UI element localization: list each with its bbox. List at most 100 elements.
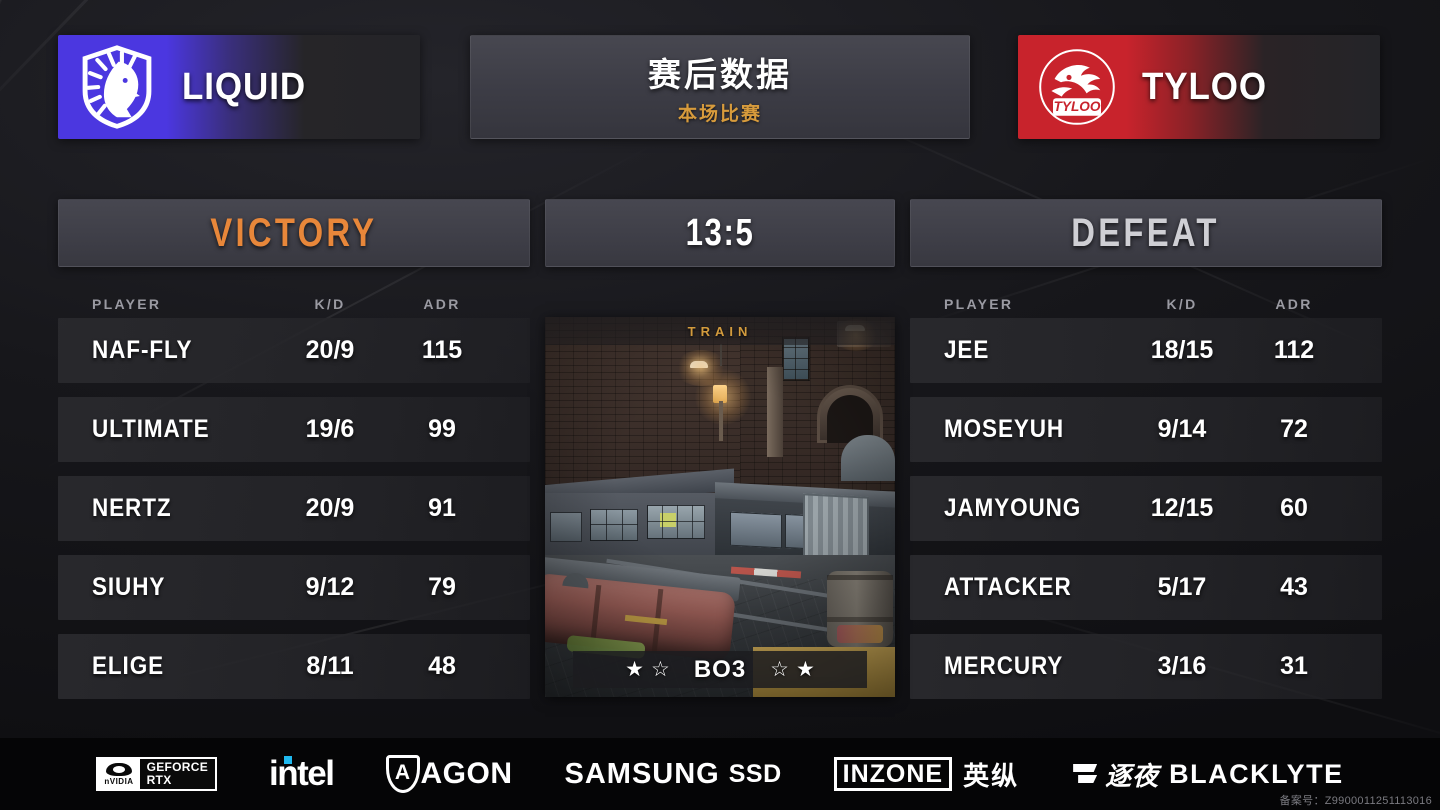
player-name: JEE	[944, 336, 990, 364]
sponsor-inzone: INZONE 英纵	[833, 756, 1020, 793]
map-preview-panel[interactable]: TRAIN ★ ☆ BO3 ☆ ★	[545, 317, 895, 697]
player-kd: 8/11	[306, 652, 354, 680]
score-panel: 13:5	[545, 199, 895, 267]
geforce-label: GEFORCE	[146, 760, 209, 775]
player-kd: 12/15	[1150, 494, 1214, 522]
column-header-adr: ADR	[1275, 296, 1313, 312]
samsung-ssd-label: SSD	[728, 759, 782, 788]
liquid-horse-shield-icon	[74, 44, 160, 130]
player-adr: 48	[428, 652, 456, 680]
column-header-player: PLAYER	[944, 296, 1014, 312]
table-row[interactable]: ATTACKER 5/17 43	[910, 555, 1382, 620]
map-artwork	[545, 317, 895, 697]
player-name: ULTIMATE	[92, 415, 210, 443]
agon-shield-icon	[385, 755, 420, 793]
star-filled-icon: ★	[796, 658, 815, 681]
sponsor-samsung: SAMSUNG SSD	[565, 758, 782, 791]
player-kd: 20/9	[305, 336, 355, 364]
player-name: MERCURY	[944, 652, 1064, 680]
map-name: TRAIN	[687, 323, 753, 339]
player-name: JAMYOUNG	[944, 494, 1082, 522]
player-kd: 3/16	[1157, 652, 1207, 680]
player-adr: 99	[428, 415, 456, 443]
player-kd: 19/6	[305, 415, 355, 443]
header-title-panel: 赛后数据 本场比赛	[470, 35, 970, 139]
table-row[interactable]: JEE 18/15 112	[910, 318, 1382, 383]
star-empty-icon: ☆	[770, 658, 789, 681]
match-score: 13:5	[685, 211, 755, 254]
map-name-label: TRAIN	[545, 317, 895, 345]
result-label-defeat: DEFEAT	[1071, 210, 1221, 255]
result-panel-left: VICTORY	[58, 199, 530, 267]
sponsor-bar: nVIDIA GEFORCE RTX intel AGON SAMSUNG SS…	[0, 738, 1440, 810]
player-name: ATTACKER	[944, 573, 1072, 601]
tyloo-dragon-icon: TYLOO	[1034, 44, 1120, 130]
player-kd: 9/12	[305, 573, 355, 601]
header-team-left: LIQUID	[58, 35, 420, 139]
table-row[interactable]: JAMYOUNG 12/15 60	[910, 476, 1382, 541]
player-name: NAF-FLY	[92, 336, 193, 364]
result-panel-right: DEFEAT	[910, 199, 1382, 267]
player-adr: 112	[1273, 336, 1315, 364]
player-name: SIUHY	[92, 573, 166, 601]
star-filled-icon: ★	[625, 658, 644, 681]
sponsor-nvidia: nVIDIA GEFORCE RTX	[96, 757, 218, 791]
player-kd: 20/9	[305, 494, 355, 522]
table-header-right: PLAYER K/D ADR	[910, 290, 1382, 318]
page-subtitle: 本场比赛	[677, 104, 762, 125]
player-adr: 79	[428, 573, 456, 601]
page-title: 赛后数据	[648, 56, 792, 93]
nvidia-eye-icon: nVIDIA	[98, 759, 140, 789]
intel-logo-icon: intel	[269, 754, 335, 794]
player-adr: 72	[1280, 415, 1308, 443]
player-name: MOSEYUH	[944, 415, 1065, 443]
table-row[interactable]: NERTZ 20/9 91	[58, 476, 530, 541]
team-name-right: TYLOO	[1142, 65, 1268, 108]
table-row[interactable]: ULTIMATE 19/6 99	[58, 397, 530, 462]
header-team-right: TYLOO TYLOO	[1018, 35, 1380, 139]
table-row[interactable]: MOSEYUH 9/14 72	[910, 397, 1382, 462]
player-adr: 115	[421, 336, 463, 364]
right-team-map-stars: ☆ ★	[770, 659, 815, 680]
column-header-kd: K/D	[314, 296, 346, 312]
column-header-kd: K/D	[1166, 296, 1198, 312]
blacklyte-wordmark: BLACKLYTE	[1169, 758, 1344, 789]
star-empty-icon: ☆	[650, 658, 670, 681]
svg-text:TYLOO: TYLOO	[1054, 99, 1101, 114]
player-name: ELIGE	[92, 652, 165, 680]
table-header-left: PLAYER K/D ADR	[58, 290, 530, 318]
table-row[interactable]: SIUHY 9/12 79	[58, 555, 530, 620]
rtx-label: RTX	[146, 773, 172, 787]
player-name: NERTZ	[92, 494, 172, 522]
player-adr: 31	[1280, 652, 1308, 680]
player-adr: 91	[428, 494, 456, 522]
column-header-player: PLAYER	[92, 296, 162, 312]
sponsor-agon: AGON	[385, 755, 513, 793]
player-table-left: PLAYER K/D ADR NAF-FLY 20/9 115 ULTIMATE…	[58, 290, 530, 713]
player-kd: 9/14	[1157, 415, 1207, 443]
player-adr: 43	[1280, 573, 1308, 601]
inzone-chinese-label: 英纵	[963, 760, 1020, 791]
left-team-map-stars: ★ ☆	[625, 659, 670, 680]
table-row[interactable]: ELIGE 8/11 48	[58, 634, 530, 699]
blacklyte-chinese-label: 逐夜	[1105, 760, 1160, 791]
inzone-logo-icon: INZONE	[833, 756, 953, 792]
column-header-adr: ADR	[423, 296, 461, 312]
intel-wordmark: intel	[269, 754, 335, 793]
team-name-left: LIQUID	[182, 65, 306, 108]
result-label-victory: VICTORY	[210, 210, 378, 255]
series-info-bar: ★ ☆ BO3 ☆ ★	[573, 651, 867, 688]
agon-wordmark: AGON	[420, 757, 513, 790]
player-kd: 5/17	[1157, 573, 1207, 601]
samsung-wordmark: SAMSUNG	[564, 757, 720, 790]
player-table-right: PLAYER K/D ADR JEE 18/15 112 MOSEYUH 9/1…	[910, 290, 1382, 713]
sponsor-intel: intel	[269, 754, 335, 794]
table-row[interactable]: MERCURY 3/16 31	[910, 634, 1382, 699]
blacklyte-mark-icon	[1071, 762, 1097, 786]
player-kd: 18/15	[1150, 336, 1214, 364]
table-row[interactable]: NAF-FLY 20/9 115	[58, 318, 530, 383]
player-adr: 60	[1280, 494, 1308, 522]
icp-registration-text: 备案号：Z9900011251113016	[1279, 795, 1432, 807]
sponsor-blacklyte: 逐夜 BLACKLYTE	[1071, 756, 1344, 793]
